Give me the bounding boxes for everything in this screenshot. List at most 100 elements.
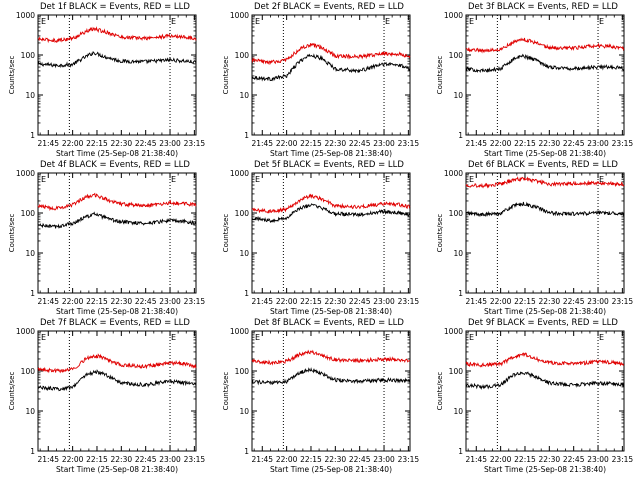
y-axis-label: Counts/sec [222,214,230,253]
x-tick-label: 23:15 [184,139,206,148]
event-marker: E [385,175,390,184]
y-tick-label: 1 [244,447,249,456]
chart-panel-5: Det 5f BLACK = Events, RED = LLD E E 1 10 100… [222,160,419,316]
x-tick-label: 23:00 [373,297,395,306]
plot-frame [465,172,625,294]
y-tick-label: 10 [453,249,463,258]
series-lld-line [251,193,411,214]
x-tick-label: 22:15 [86,455,108,464]
x-tick-label: 23:00 [159,455,181,464]
x-tick-label: 22:45 [349,297,371,306]
event-marker: E [41,17,46,26]
x-tick-label: 22:45 [349,455,371,464]
x-tick-label: 22:15 [514,139,536,148]
x-tick-label: 22:00 [276,297,298,306]
event-marker: E [41,175,46,184]
series-lld-line [37,353,197,374]
event-marker: E [599,175,604,184]
y-axis-label: Counts/sec [436,214,444,253]
x-tick-label: 21:45 [251,455,273,464]
series-events-line [37,51,197,69]
plot-frame [465,330,625,452]
y-tick-label: 10 [239,249,249,258]
y-tick-label: 1000 [444,169,463,178]
plot-frame [251,172,411,294]
x-tick-label: 22:30 [539,455,561,464]
series-events-line [465,53,625,74]
series-events-line [466,201,625,218]
x-tick-label: 22:15 [514,455,536,464]
chart-title: Det 2f BLACK = Events, RED = LLD [254,2,404,12]
chart-title: Det 7f BLACK = Events, RED = LLD [40,318,190,328]
x-tick-label: 22:45 [563,139,585,148]
x-tick-label: 23:15 [184,455,206,464]
x-tick-label: 23:00 [373,139,395,148]
event-marker: E [385,333,390,342]
plot-frame [465,14,625,136]
event-marker: E [469,333,474,342]
series-events-line [251,203,411,224]
series-events-line [251,53,411,82]
y-tick-label: 100 [449,209,464,218]
event-marker: E [599,17,604,26]
y-axis-label: Counts/sec [222,56,230,95]
x-tick-label: 23:15 [398,139,420,148]
chart-title: Det 8f BLACK = Events, RED = LLD [254,318,404,328]
x-tick-label: 22:15 [300,455,322,464]
x-tick-label: 22:30 [325,139,347,148]
y-tick-label: 100 [235,209,250,218]
y-axis-label: Counts/sec [436,372,444,411]
y-axis-label: Counts/sec [222,372,230,411]
y-tick-label: 1 [458,289,463,298]
y-tick-label: 10 [453,407,463,416]
y-tick-label: 100 [449,51,464,60]
x-axis-label: Start Time (25-Sep-08 21:38:40) [270,307,392,316]
x-tick-label: 21:45 [465,297,487,306]
x-tick-label: 22:00 [490,139,512,148]
event-marker: E [469,17,474,26]
x-tick-label: 22:45 [349,139,371,148]
series-events-line [251,367,411,386]
y-tick-label: 1 [244,289,249,298]
x-tick-label: 22:15 [514,297,536,306]
chart-title: Det 4f BLACK = Events, RED = LLD [40,160,190,170]
x-tick-label: 23:00 [159,139,181,148]
y-tick-label: 100 [21,209,36,218]
y-tick-label: 10 [239,91,249,100]
event-marker: E [599,333,604,342]
series-lld-line [251,349,411,366]
x-tick-label: 23:00 [159,297,181,306]
x-tick-label: 22:15 [86,297,108,306]
y-tick-label: 10 [25,249,35,258]
x-tick-label: 21:45 [37,139,59,148]
y-tick-label: 1000 [16,11,35,20]
y-tick-label: 1000 [444,11,463,20]
plot-frame [37,172,197,294]
y-tick-label: 1 [244,131,249,140]
series-lld-line [465,176,625,189]
x-tick-label: 22:00 [490,455,512,464]
event-marker: E [255,333,260,342]
event-marker: E [255,175,260,184]
event-marker: E [41,333,46,342]
y-tick-label: 1000 [16,169,35,178]
x-tick-label: 23:00 [587,297,609,306]
chart-title: Det 9f BLACK = Events, RED = LLD [468,318,618,328]
y-tick-label: 1 [30,447,35,456]
x-axis-label: Start Time (25-Sep-08 21:38:40) [56,465,178,474]
series-events-line [465,371,625,391]
event-marker: E [255,17,260,26]
x-axis-label: Start Time (25-Sep-08 21:38:40) [484,465,606,474]
y-tick-label: 1000 [444,327,463,336]
x-tick-label: 22:45 [563,297,585,306]
y-tick-label: 1 [30,289,35,298]
x-tick-label: 21:45 [37,455,59,464]
x-axis-label: Start Time (25-Sep-08 21:38:40) [270,149,392,158]
chart-panel-3: Det 3f BLACK = Events, RED = LLD E E 1 10 100… [436,2,633,158]
x-axis-label: Start Time (25-Sep-08 21:38:40) [56,149,178,158]
x-tick-label: 21:45 [465,455,487,464]
y-axis-label: Counts/sec [8,372,16,411]
y-axis-label: Counts/sec [8,56,16,95]
